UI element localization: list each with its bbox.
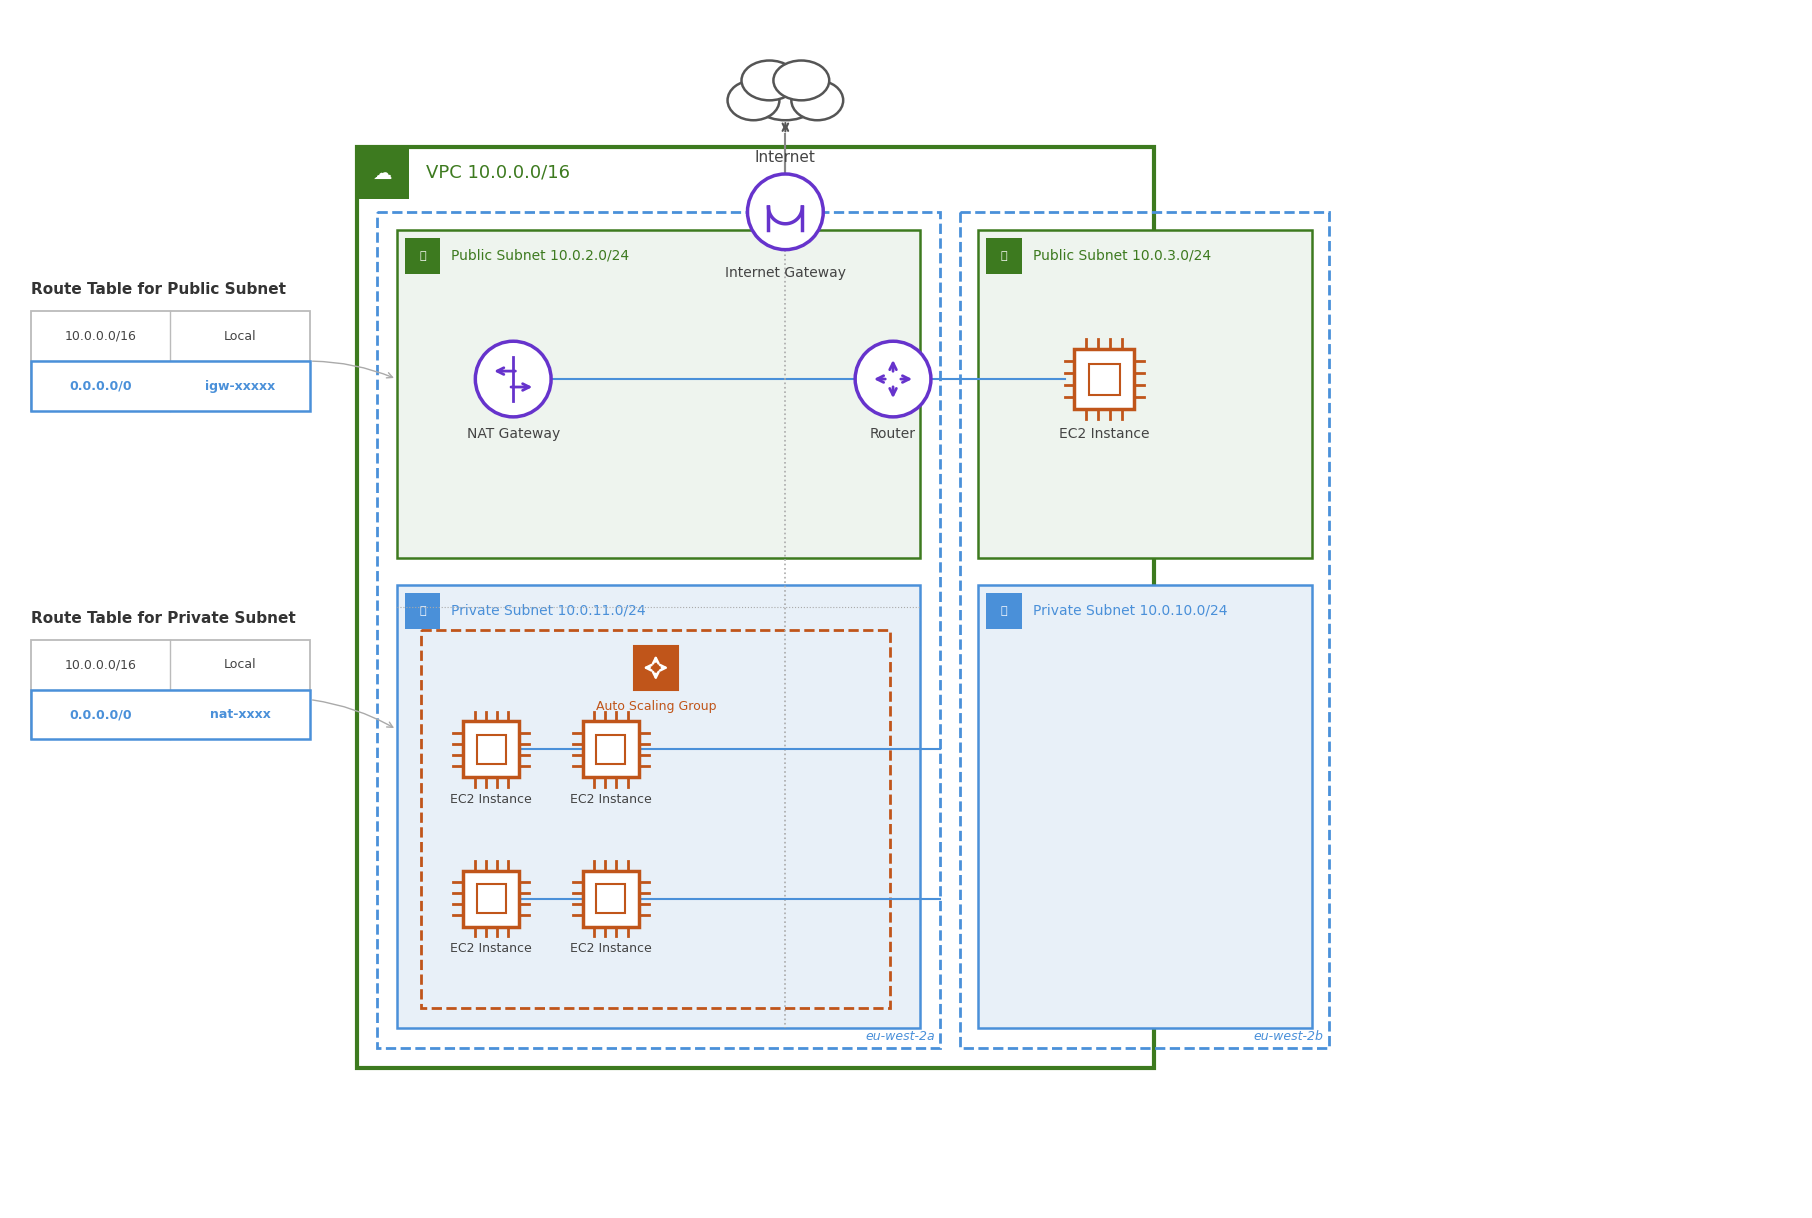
Bar bbox=[397, 230, 920, 558]
Bar bbox=[422, 630, 890, 1009]
Text: NAT Gateway: NAT Gateway bbox=[466, 426, 560, 441]
Bar bbox=[31, 361, 310, 410]
Text: Internet Gateway: Internet Gateway bbox=[725, 266, 846, 280]
Bar bbox=[986, 238, 1022, 274]
Bar bbox=[464, 721, 520, 777]
Text: 0.0.0.0/0: 0.0.0.0/0 bbox=[69, 708, 132, 721]
Text: Private Subnet 10.0.10.0/24: Private Subnet 10.0.10.0/24 bbox=[1033, 604, 1227, 618]
Text: 🔒: 🔒 bbox=[1000, 251, 1007, 261]
Bar bbox=[404, 593, 440, 628]
Bar bbox=[1089, 363, 1120, 395]
Bar bbox=[404, 238, 440, 274]
Bar bbox=[596, 884, 625, 914]
Text: Public Subnet 10.0.2.0/24: Public Subnet 10.0.2.0/24 bbox=[451, 248, 629, 263]
Bar bbox=[978, 585, 1312, 1028]
Text: 0.0.0.0/0: 0.0.0.0/0 bbox=[69, 380, 132, 392]
Text: Local: Local bbox=[223, 658, 255, 671]
Text: Route Table for Public Subnet: Route Table for Public Subnet bbox=[31, 283, 286, 297]
Ellipse shape bbox=[774, 61, 830, 100]
Bar bbox=[397, 585, 920, 1028]
Circle shape bbox=[475, 341, 551, 417]
Text: Route Table for Private Subnet: Route Table for Private Subnet bbox=[31, 611, 295, 626]
Text: Router: Router bbox=[870, 426, 917, 441]
Bar bbox=[477, 884, 506, 914]
Text: EC2 Instance: EC2 Instance bbox=[571, 793, 652, 806]
Text: EC2 Instance: EC2 Instance bbox=[1060, 426, 1149, 441]
Text: 🔒: 🔒 bbox=[419, 607, 426, 616]
Bar bbox=[583, 871, 640, 927]
Bar bbox=[377, 212, 940, 1047]
Text: igw-xxxxx: igw-xxxxx bbox=[205, 380, 275, 392]
Circle shape bbox=[855, 341, 931, 417]
Ellipse shape bbox=[792, 80, 843, 121]
Bar bbox=[31, 689, 310, 739]
Text: Public Subnet 10.0.3.0/24: Public Subnet 10.0.3.0/24 bbox=[1033, 248, 1210, 263]
Ellipse shape bbox=[748, 65, 823, 121]
Ellipse shape bbox=[728, 80, 779, 121]
Text: eu-west-2a: eu-west-2a bbox=[866, 1029, 935, 1043]
Text: EC2 Instance: EC2 Instance bbox=[451, 793, 533, 806]
Bar bbox=[357, 147, 1154, 1068]
Text: Private Subnet 10.0.11.0/24: Private Subnet 10.0.11.0/24 bbox=[451, 604, 647, 618]
Text: 🔒: 🔒 bbox=[419, 251, 426, 261]
Text: Local: Local bbox=[223, 330, 255, 342]
Bar bbox=[464, 871, 520, 927]
Text: EC2 Instance: EC2 Instance bbox=[571, 943, 652, 955]
Bar bbox=[986, 593, 1022, 628]
Bar bbox=[31, 312, 310, 410]
Bar bbox=[596, 734, 625, 764]
Bar bbox=[477, 734, 506, 764]
Bar bbox=[978, 230, 1312, 558]
Bar bbox=[1075, 350, 1134, 409]
Text: eu-west-2b: eu-west-2b bbox=[1254, 1029, 1325, 1043]
Bar bbox=[583, 721, 640, 777]
Bar bbox=[634, 646, 678, 689]
Text: 10.0.0.0/16: 10.0.0.0/16 bbox=[65, 658, 136, 671]
Text: EC2 Instance: EC2 Instance bbox=[451, 943, 533, 955]
Text: Auto Scaling Group: Auto Scaling Group bbox=[596, 699, 716, 713]
Text: 🔒: 🔒 bbox=[1000, 607, 1007, 616]
Text: 10.0.0.0/16: 10.0.0.0/16 bbox=[65, 330, 136, 342]
Circle shape bbox=[748, 174, 823, 250]
Bar bbox=[960, 212, 1328, 1047]
Ellipse shape bbox=[741, 61, 797, 100]
Text: nat-xxxx: nat-xxxx bbox=[210, 708, 270, 721]
Text: ☁: ☁ bbox=[373, 163, 393, 183]
Text: VPC 10.0.0.0/16: VPC 10.0.0.0/16 bbox=[426, 164, 571, 181]
Text: Internet: Internet bbox=[756, 150, 815, 166]
Bar bbox=[31, 639, 310, 739]
Bar bbox=[357, 147, 408, 199]
